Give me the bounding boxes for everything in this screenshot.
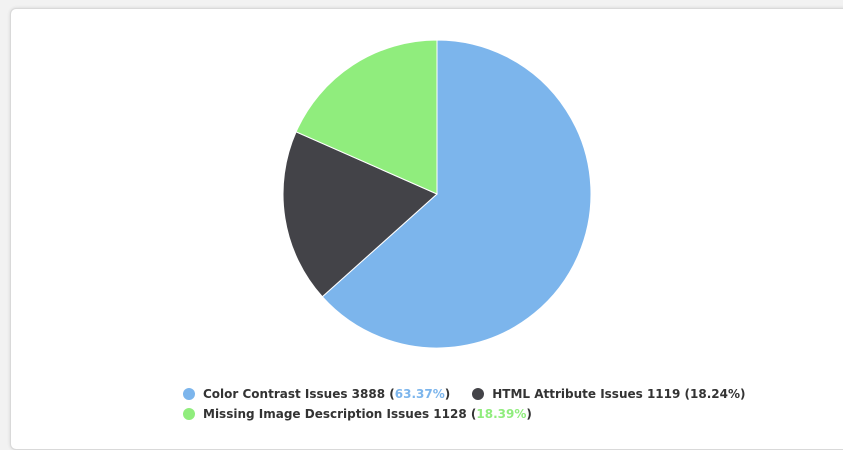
legend-row-1: Color Contrast Issues 3888 (63.37%) HTML… [183, 384, 823, 404]
legend-percent-html-attribute: 18.24% [690, 387, 741, 401]
legend-label-html-attribute: HTML Attribute Issues 1119 (18.24%) [492, 387, 746, 401]
pie-chart [282, 39, 592, 349]
legend-marker-color-contrast [183, 388, 195, 400]
chart-legend: Color Contrast Issues 3888 (63.37%) HTML… [183, 384, 823, 424]
legend-percent-color-contrast: 63.37% [394, 387, 445, 401]
legend-item-missing-image-description[interactable]: Missing Image Description Issues 1128 (1… [183, 407, 532, 421]
pie-slice-missing-image-description[interactable] [295, 39, 438, 195]
legend-percent-missing-image-description: 18.39% [476, 407, 527, 421]
legend-row-2: Missing Image Description Issues 1128 (1… [183, 404, 823, 424]
legend-label-missing-image-description: Missing Image Description Issues 1128 (1… [203, 407, 532, 421]
legend-marker-missing-image-description [183, 408, 195, 420]
legend-item-color-contrast[interactable]: Color Contrast Issues 3888 (63.37%) [183, 387, 450, 401]
legend-item-html-attribute[interactable]: HTML Attribute Issues 1119 (18.24%) [472, 387, 746, 401]
chart-card: Color Contrast Issues 3888 (63.37%) HTML… [10, 8, 843, 450]
legend-marker-html-attribute [472, 388, 485, 400]
pie-slices [282, 39, 592, 349]
pie-slice-color-contrast[interactable] [321, 39, 592, 349]
legend-label-color-contrast: Color Contrast Issues 3888 (63.37%) [203, 387, 451, 401]
pie-slice-html-attribute[interactable] [282, 131, 438, 298]
